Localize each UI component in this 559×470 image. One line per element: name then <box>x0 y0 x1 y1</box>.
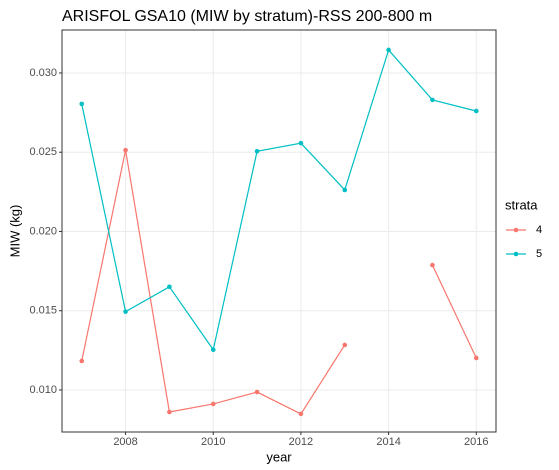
legend-label: 4 <box>536 224 542 236</box>
y-tick-label: 0.020 <box>29 225 57 237</box>
data-point <box>430 97 435 103</box>
legend-key-point <box>513 227 519 233</box>
x-tick-label: 2012 <box>289 436 313 448</box>
data-point <box>210 401 216 407</box>
data-point <box>79 358 85 364</box>
series-line <box>81 48 477 352</box>
legend-label: 5 <box>536 248 542 260</box>
y-tick-label: 0.030 <box>29 67 57 79</box>
panel-border <box>61 29 497 433</box>
y-tick-label: 0.015 <box>29 305 57 317</box>
data-point <box>123 309 128 314</box>
data-point <box>473 355 479 361</box>
series-line <box>81 150 477 415</box>
y-axis-title: MIW (kg) <box>7 205 22 258</box>
data-point <box>298 140 304 146</box>
x-tick-label: 2008 <box>113 436 137 448</box>
x-tick-label: 2014 <box>376 436 400 448</box>
data-point <box>254 389 260 395</box>
x-tick-label: 2016 <box>464 436 488 448</box>
legend-key-point <box>513 251 519 257</box>
x-tick-label: 2010 <box>201 436 225 448</box>
data-point <box>79 101 85 107</box>
data-point <box>473 108 479 114</box>
data-point <box>430 262 435 268</box>
legend-title: strata <box>505 197 538 212</box>
data-point <box>167 409 172 415</box>
data-point <box>298 411 304 417</box>
data-point <box>210 347 216 353</box>
data-point <box>254 148 260 154</box>
chart-title: ARISFOL GSA10 (MIW by stratum)-RSS 200-8… <box>62 8 432 25</box>
data-point <box>167 284 172 290</box>
data-point <box>342 342 348 348</box>
x-axis-title: year <box>266 449 292 464</box>
y-tick-label: 0.025 <box>29 146 57 158</box>
data-point <box>342 187 348 193</box>
data-point <box>386 47 391 53</box>
data-point <box>123 147 128 153</box>
y-tick-label: 0.010 <box>29 384 57 396</box>
